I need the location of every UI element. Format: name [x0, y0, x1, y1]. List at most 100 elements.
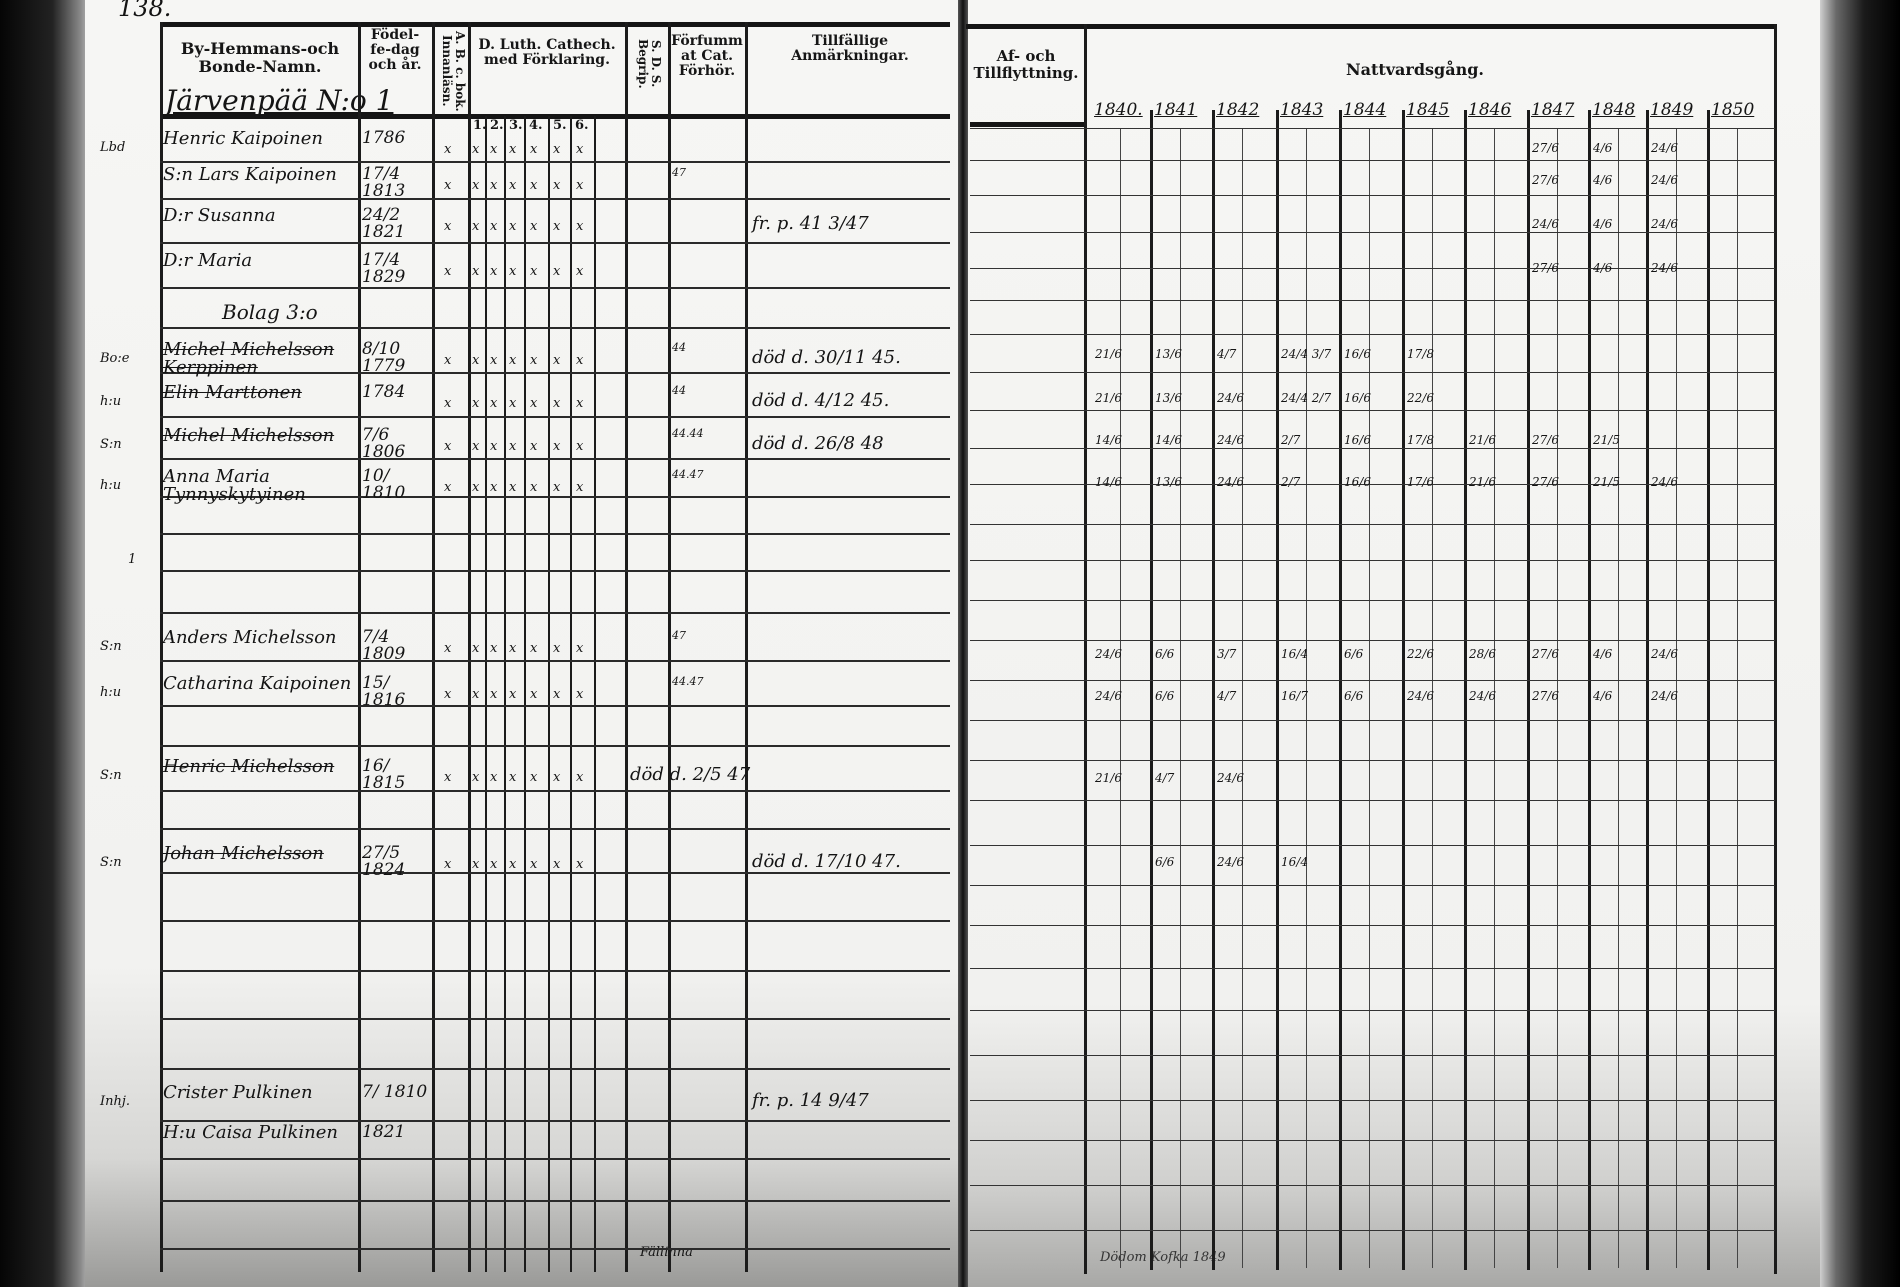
- catechism-mark: x: [472, 439, 480, 454]
- header-top-rule: [160, 22, 950, 27]
- catechism-mark: x: [530, 687, 538, 702]
- communion-date: 24/6: [1217, 475, 1244, 489]
- communion-date: 24/6: [1651, 261, 1678, 275]
- page-number: 138.: [118, 0, 172, 22]
- row-rule: [970, 1230, 1775, 1231]
- catechism-mark: x: [530, 396, 538, 411]
- remark: död d. 2/5 47: [630, 764, 751, 785]
- person-name: Henric Michelsson: [163, 756, 335, 777]
- sub-column-rule: [524, 116, 526, 1272]
- remark: död d. 4/12 45.: [752, 390, 890, 411]
- person-name: Henric Kaipoinen: [163, 128, 323, 149]
- catechism-mark: x: [472, 857, 480, 872]
- row-rule: [970, 372, 1775, 373]
- row-rule: [970, 680, 1775, 681]
- catechism-mark: x: [472, 178, 480, 193]
- catechism-mark: x: [472, 142, 480, 157]
- birth-date: 16/ 1815: [362, 756, 406, 793]
- communion-date: 24/4 3/7: [1281, 347, 1332, 361]
- row-rule: [160, 872, 950, 874]
- birth-date: 1784: [362, 382, 406, 402]
- sub-column-rule: [1242, 128, 1243, 1268]
- catechism-mark: x: [553, 857, 561, 872]
- birth-date: 1821: [362, 1122, 406, 1142]
- communion-date: 13/6: [1155, 391, 1182, 405]
- communion-date: 4/6: [1593, 261, 1613, 275]
- missed-examination: 44: [672, 384, 686, 397]
- margin-note: h:u: [100, 685, 122, 700]
- person-name: Elin Marttonen: [163, 382, 302, 403]
- row-rule: [160, 1200, 950, 1202]
- communion-date: 27/6: [1532, 261, 1559, 275]
- communion-date: 17/6: [1407, 475, 1434, 489]
- catechism-mark: x: [444, 353, 452, 368]
- group-label: Bolag 3:o: [222, 300, 318, 324]
- birth-date: 17/4 1829: [362, 250, 406, 287]
- communion-date: 4/6: [1593, 141, 1613, 155]
- row-rule: [970, 1010, 1775, 1011]
- sub-column-rule: [1120, 128, 1121, 1268]
- catechism-mark: x: [444, 264, 452, 279]
- communion-date: 24/6: [1532, 217, 1559, 231]
- remark: fr. p. 41 3/47: [752, 213, 869, 234]
- catechism-mark: x: [576, 396, 584, 411]
- catechism-mark: x: [530, 142, 538, 157]
- catechism-mark: x: [553, 480, 561, 495]
- catechism-mark: x: [490, 353, 498, 368]
- catechism-mark: x: [553, 219, 561, 234]
- catechism-mark: x: [553, 641, 561, 656]
- person-name: H:u Caisa Pulkinen: [163, 1122, 338, 1143]
- year-column-rule: [1464, 110, 1467, 1270]
- communion-date: 13/6: [1155, 475, 1182, 489]
- remark: död d. 17/10 47.: [752, 851, 901, 872]
- catechism-mark: x: [553, 353, 561, 368]
- communion-date: 14/6: [1095, 433, 1122, 447]
- communion-date: 27/6: [1532, 173, 1559, 187]
- catechism-mark: x: [509, 641, 517, 656]
- margin-note: Bo:e: [100, 351, 130, 366]
- communion-date: 24/6: [1217, 855, 1244, 869]
- column-rule: [668, 22, 671, 1272]
- birth-date: 10/ 1810: [362, 466, 406, 503]
- catechism-mark: x: [472, 353, 480, 368]
- header-bottom-rule: [160, 114, 950, 119]
- catechism-mark: x: [472, 770, 480, 785]
- year-header: 1845: [1406, 100, 1450, 120]
- row-rule: [160, 570, 950, 572]
- catechism-mark: x: [490, 857, 498, 872]
- row-rule: [970, 300, 1775, 301]
- sub-column-rule: [1676, 128, 1677, 1268]
- communion-date: 16/4: [1281, 855, 1308, 869]
- catechism-mark: x: [490, 219, 498, 234]
- catechism-mark: x: [490, 480, 498, 495]
- header-birth: Födel-fe-dag och år.: [368, 27, 422, 73]
- communion-date: 14/6: [1155, 433, 1182, 447]
- year-column-rule: [1212, 110, 1215, 1270]
- catechism-mark: x: [444, 439, 452, 454]
- year-header: 1848: [1592, 100, 1636, 120]
- catechism-mark: x: [553, 687, 561, 702]
- communion-date: 16/7: [1281, 689, 1308, 703]
- year-header: 1844: [1343, 100, 1387, 120]
- missed-examination: 47: [672, 166, 686, 179]
- row-rule: [970, 885, 1775, 886]
- margin-note: S:n: [100, 437, 122, 452]
- catechism-mark: x: [576, 687, 584, 702]
- row-rule: [970, 968, 1775, 969]
- catechism-mark: x: [444, 219, 452, 234]
- sub-column-rule: [1557, 128, 1558, 1268]
- communion-date: 16/4: [1281, 647, 1308, 661]
- catechism-mark: x: [490, 770, 498, 785]
- year-header: 1840.: [1094, 100, 1143, 120]
- row-rule: [970, 720, 1775, 721]
- year-column-rule: [1150, 110, 1153, 1270]
- margin-note: S:n: [100, 768, 122, 783]
- catechism-mark: x: [576, 480, 584, 495]
- catechism-mark: x: [509, 142, 517, 157]
- communion-date: 24/6: [1217, 771, 1244, 785]
- header-sds: S. D. S. Begrip.: [636, 39, 663, 89]
- birth-date: 24/2 1821: [362, 205, 406, 242]
- communion-date: 24/6: [1095, 689, 1122, 703]
- birth-date: 7/6 1806: [362, 425, 406, 462]
- margin-note: h:u: [100, 478, 122, 493]
